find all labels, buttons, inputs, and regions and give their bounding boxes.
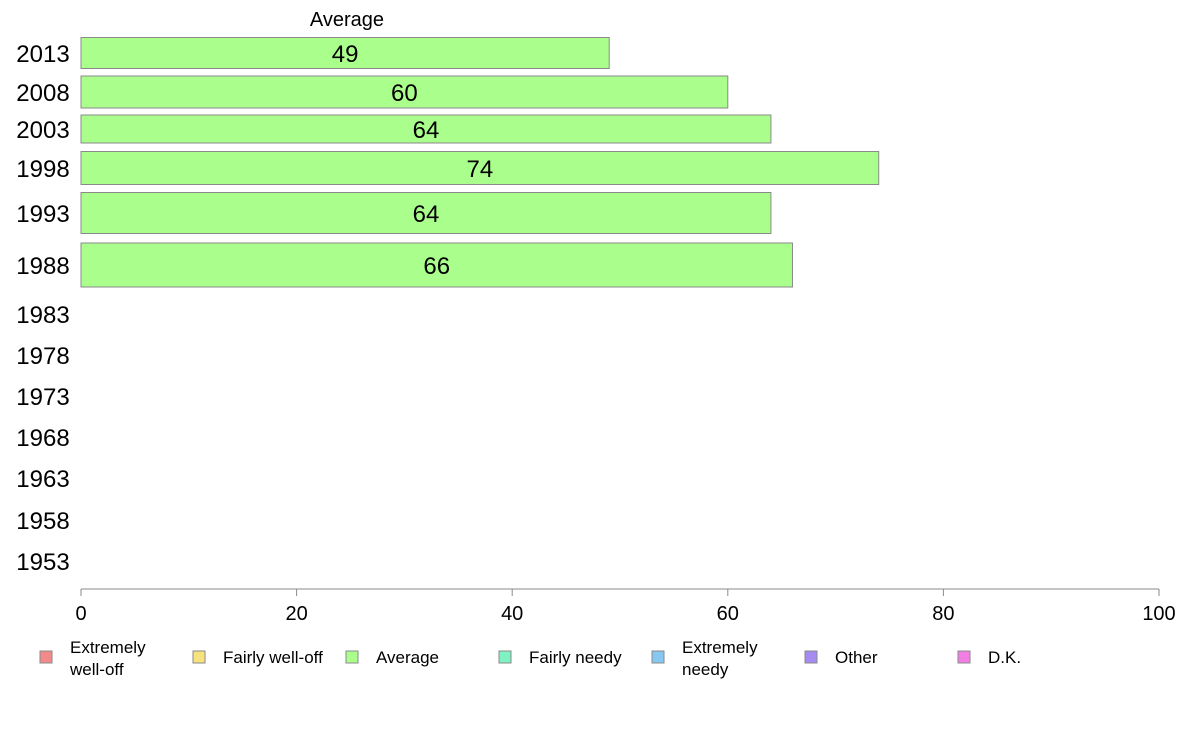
x-axis: 0 20 40 60 80 100 (75, 588, 1176, 625)
legend-label: Extremely (70, 638, 146, 657)
legend-label: Other (835, 648, 878, 667)
bar-segment (80, 192, 772, 234)
legend-swatch (498, 650, 512, 664)
bar-value-label: 64 (413, 117, 440, 144)
x-tick-label: 100 (1142, 603, 1175, 625)
y-tick-label: 1998 (16, 156, 69, 183)
bar-value-label: 60 (391, 80, 418, 107)
bar-value-label: 66 (423, 253, 450, 280)
legend-swatch (39, 650, 53, 664)
legend-swatch (804, 650, 818, 664)
chart-rows: 2013 49 2008 60 2003 64 1998 74 1993 64 1988 66 1983… (16, 37, 880, 576)
legend-swatch (957, 650, 971, 664)
bar-segment (80, 151, 880, 185)
legend-swatch (651, 650, 665, 664)
y-tick-label: 1978 (16, 343, 69, 370)
legend: Extremely well-off Fairly well-off Average F… (39, 638, 1021, 679)
y-tick-label: 1958 (16, 508, 69, 535)
bar-value-label: 64 (413, 201, 440, 228)
bar-value-label: 74 (467, 156, 494, 183)
y-tick-label: 1963 (16, 466, 69, 493)
y-tick-label: 1968 (16, 425, 69, 452)
legend-label: D.K. (988, 648, 1021, 667)
y-tick-label: 1993 (16, 201, 69, 228)
x-tick-label: 0 (75, 603, 86, 625)
legend-label: Fairly needy (529, 648, 622, 667)
y-tick-label: 2003 (16, 117, 69, 144)
legend-swatch (345, 650, 359, 664)
bar-segment (80, 114, 772, 144)
legend-label: needy (682, 660, 729, 679)
legend-label: Average (376, 648, 439, 667)
legend-label: well-off (69, 660, 124, 679)
y-tick-label: 1953 (16, 549, 69, 576)
y-tick-label: 2008 (16, 80, 69, 107)
y-tick-label: 1973 (16, 384, 69, 411)
legend-label: Fairly well-off (223, 648, 323, 667)
y-tick-label: 2013 (16, 41, 69, 68)
x-tick-label: 20 (285, 603, 307, 625)
bar-value-label: 49 (332, 41, 359, 68)
legend-swatch (192, 650, 206, 664)
bar-segment (80, 242, 793, 288)
y-tick-label: 1983 (16, 302, 69, 329)
legend-label: Extremely (682, 638, 758, 657)
x-tick-label: 60 (717, 603, 739, 625)
y-tick-label: 1988 (16, 253, 69, 280)
x-tick-label: 80 (932, 603, 954, 625)
x-tick-label: 40 (501, 603, 523, 625)
column-header: Average (310, 9, 384, 31)
bar-segment (80, 37, 610, 69)
bar-segment (80, 75, 729, 109)
